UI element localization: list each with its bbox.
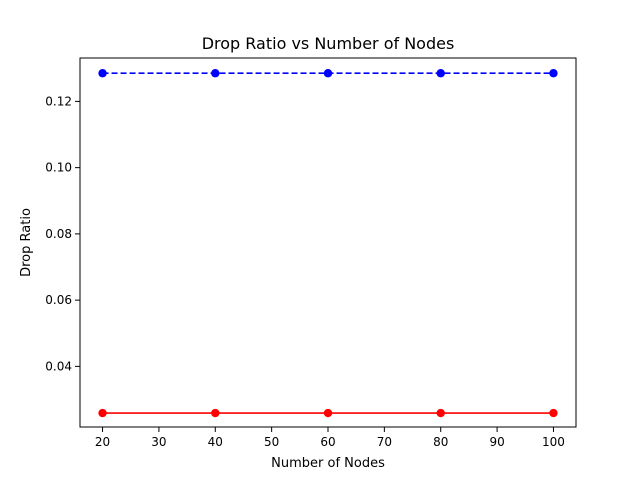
- series-1-point: [211, 69, 220, 78]
- axes-frame: [79, 57, 577, 428]
- x-axis-ticks: 20 30 40 50 60 70 80 90 100: [95, 427, 565, 449]
- series-2-point: [436, 408, 445, 418]
- series-1-point: [549, 69, 558, 78]
- x-axis-label: Number of Nodes: [271, 456, 385, 471]
- y-tick-label: 0.04: [45, 359, 72, 373]
- x-tick-label: 50: [264, 435, 279, 449]
- series-2-point: [98, 408, 107, 418]
- y-axis-ticks: 0.04 0.06 0.08 0.10 0.12: [45, 94, 80, 373]
- y-tick-label: 0.08: [45, 227, 72, 241]
- series-2-point: [211, 408, 220, 418]
- chart-title: Drop Ratio vs Number of Nodes: [202, 34, 455, 53]
- series-1-point: [323, 69, 333, 78]
- plot-area: [98, 69, 558, 418]
- series-2-point: [549, 408, 558, 418]
- x-tick-label: 80: [433, 435, 448, 449]
- x-tick-label: 30: [151, 435, 166, 449]
- x-tick-label: 60: [320, 435, 335, 449]
- y-tick-label: 0.06: [45, 293, 72, 307]
- series-2-point: [323, 408, 333, 418]
- y-tick-label: 0.12: [45, 94, 72, 108]
- series-1-point: [98, 69, 107, 78]
- series-1-point: [436, 69, 445, 78]
- x-tick-label: 20: [95, 435, 110, 449]
- x-tick-label: 90: [489, 435, 504, 449]
- y-axis-label: Drop Ratio: [19, 208, 34, 277]
- y-tick-label: 0.10: [45, 161, 72, 175]
- x-tick-label: 70: [377, 435, 392, 449]
- x-tick-label: 100: [542, 435, 565, 449]
- x-tick-label: 40: [208, 435, 223, 449]
